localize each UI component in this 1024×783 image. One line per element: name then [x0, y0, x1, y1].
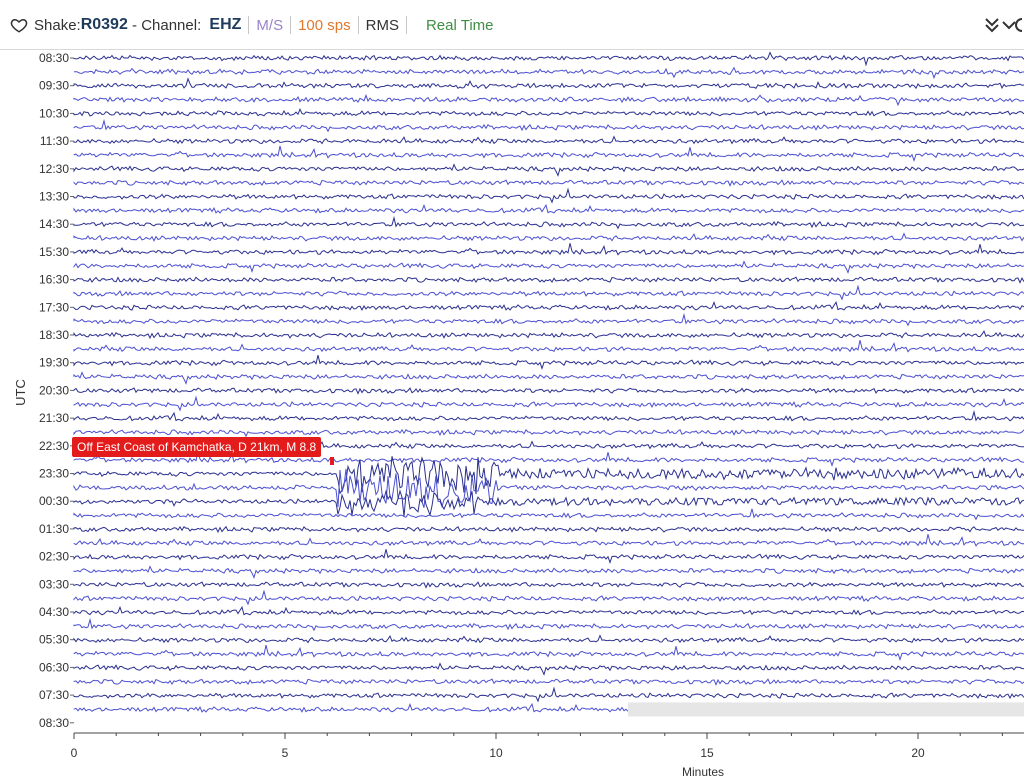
row-time-label: 18:30 [39, 328, 69, 342]
seismic-trace [73, 409, 1024, 422]
seismic-trace [73, 581, 1024, 589]
seismic-trace [73, 395, 1024, 412]
row-time-label: 04:30 [39, 605, 69, 619]
seismic-trace [73, 534, 1024, 547]
x-tick-label: 5 [282, 746, 289, 760]
seismic-trace [73, 644, 1024, 662]
seismic-trace [73, 508, 1024, 521]
seismic-trace [73, 300, 1024, 311]
seismic-trace [73, 107, 1024, 117]
event-marker-tick [330, 457, 334, 465]
seismic-trace [73, 260, 1024, 274]
seismic-trace [73, 387, 1024, 395]
seismic-trace [73, 330, 1024, 340]
seismic-trace [73, 489, 1024, 517]
seismic-trace [73, 686, 1024, 703]
seismic-trace [73, 468, 1024, 509]
row-time-label: 03:30 [39, 577, 69, 591]
seismic-trace [73, 179, 1024, 187]
seismic-trace [73, 634, 1024, 644]
x-tick-label: 15 [700, 746, 714, 760]
row-time-label: 00:30 [39, 494, 69, 508]
row-time-label: 11:30 [40, 134, 69, 148]
seismic-trace [73, 565, 1024, 579]
row-time-label: 10:30 [39, 106, 69, 120]
row-time-label: 22:30 [39, 439, 69, 453]
row-time-label: 08:30 [39, 51, 69, 65]
station-info: Shake: R0392 - Channel: EHZ M/S 100 sps … [34, 13, 494, 37]
row-time-label: 14:30 [39, 217, 69, 231]
seismic-trace [73, 118, 1024, 133]
row-time-label: 02:30 [39, 550, 69, 564]
row-time-label: 17:30 [39, 300, 69, 314]
seismic-trace [73, 232, 1024, 242]
seismic-trace [73, 145, 1024, 163]
row-time-label: 07:30 [39, 688, 69, 702]
seismic-trace [73, 312, 1024, 327]
seismic-trace [73, 135, 1024, 145]
seismic-trace [73, 340, 1024, 353]
row-time-label: 20:30 [39, 383, 69, 397]
seismic-trace [73, 93, 1024, 107]
channel-prefix: - Channel: [127, 16, 206, 34]
station-id: R0392 [80, 16, 128, 33]
seismic-trace [73, 525, 1024, 534]
heart-outline-icon[interactable] [10, 16, 28, 34]
row-time-label: 06:30 [39, 660, 69, 674]
x-axis-label: Minutes [682, 765, 725, 779]
x-tick-label: 10 [489, 746, 503, 760]
seismic-trace [73, 276, 1024, 284]
seismic-trace [73, 549, 1024, 565]
real-time-toggle[interactable]: Real Time [425, 16, 494, 34]
seismic-trace [73, 284, 1024, 301]
chevron-down-icon [1002, 21, 1016, 30]
seismic-trace [73, 371, 1024, 385]
seismic-trace [73, 605, 1024, 616]
seismic-trace [73, 51, 1024, 67]
seismic-trace [73, 589, 1024, 606]
row-time-label: 05:30 [39, 633, 69, 647]
seismic-trace [73, 77, 1024, 90]
units-toggle[interactable]: M/S [256, 16, 284, 34]
y-axis-label: UTC [12, 379, 28, 406]
channel-id: EHZ [209, 16, 242, 33]
x-tick-label: 0 [71, 746, 78, 760]
row-time-label: 08:30 [39, 716, 69, 730]
event-marker-label[interactable]: Off East Coast of Kamchatka, D 21km, M 8… [72, 437, 322, 457]
row-time-label: 09:30 [39, 79, 69, 93]
row-time-label: 12:30 [39, 162, 69, 176]
row-time-label: 19:30 [39, 356, 69, 370]
divider [290, 16, 292, 34]
seismic-trace [73, 243, 1024, 256]
no-data-region [628, 702, 1024, 717]
station-prefix: Shake: [34, 16, 81, 34]
seismic-trace [73, 662, 1024, 676]
row-time-label: 13:30 [39, 190, 69, 204]
toolbar: Shake: R0392 - Channel: EHZ M/S 100 sps … [0, 0, 1024, 50]
x-tick-label: 20 [911, 746, 925, 760]
seismic-trace [73, 617, 1024, 632]
sps-toggle[interactable]: 100 sps [298, 16, 351, 34]
double-chevron-down-icon[interactable] [984, 16, 1024, 34]
seismic-trace [73, 702, 629, 713]
seismic-trace [73, 215, 1024, 230]
divider [357, 16, 359, 34]
row-time-label: 16:30 [39, 273, 69, 287]
seismic-trace [73, 678, 1024, 686]
seismic-trace [73, 187, 1024, 204]
helicorder-plot[interactable]: 08:30 09:30 10:30 11:30 12:30 13:30 14:30 15:30… [0, 50, 1024, 783]
divider [405, 16, 407, 34]
seismic-trace [73, 163, 1024, 177]
row-time-label: 23:30 [39, 467, 69, 481]
seismic-trace [73, 354, 1024, 370]
seismic-trace [73, 428, 1024, 438]
row-time-label: 15:30 [39, 245, 69, 259]
rms-toggle[interactable]: RMS [365, 16, 399, 34]
row-time-label: 01:30 [39, 522, 69, 536]
seismic-trace [73, 203, 1024, 214]
seismic-trace [73, 456, 1024, 495]
divider [248, 16, 250, 34]
seismic-trace [73, 66, 1024, 80]
row-time-label: 21:30 [39, 411, 69, 425]
